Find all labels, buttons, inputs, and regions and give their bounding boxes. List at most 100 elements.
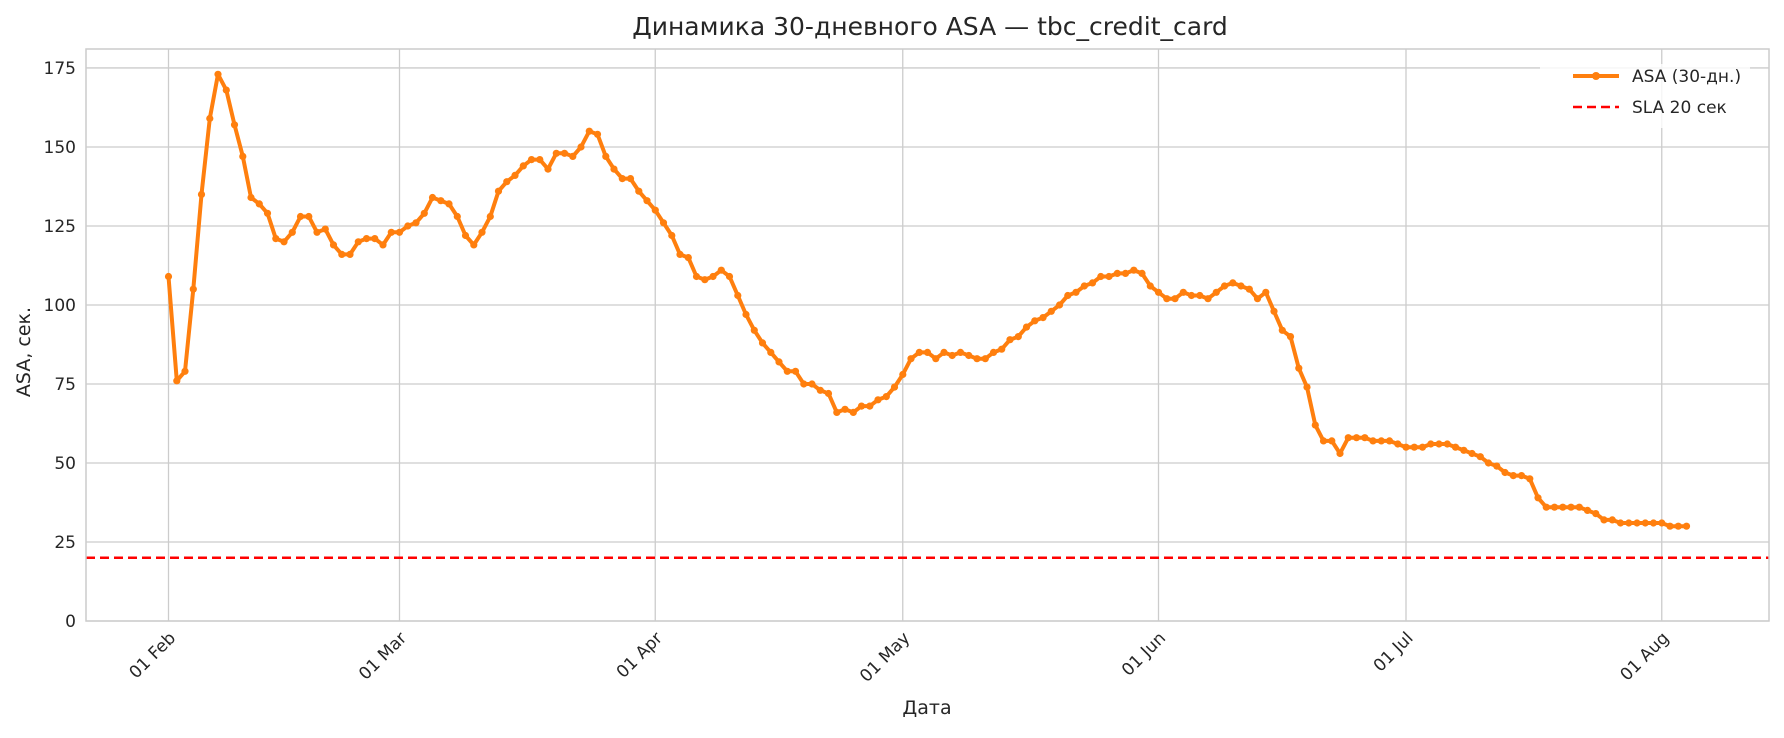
x-axis-title: Дата xyxy=(902,697,951,719)
chart-title: Динамика 30-дневного ASA — tbc_credit_ca… xyxy=(632,12,1228,41)
asa-data-point xyxy=(272,235,280,243)
asa-data-point xyxy=(1385,437,1394,445)
asa-data-point xyxy=(206,114,214,123)
asa-data-point xyxy=(280,238,288,246)
asa-data-point xyxy=(544,165,552,173)
asa-data-point xyxy=(1220,282,1229,290)
asa-data-point xyxy=(1468,449,1476,458)
series-layer xyxy=(86,70,1769,560)
asa-data-point xyxy=(791,367,800,375)
asa-data-point xyxy=(371,235,379,243)
asa-data-point xyxy=(263,209,272,217)
y-tick-label: 0 xyxy=(65,612,76,632)
asa-data-point xyxy=(461,231,470,240)
asa-data-point xyxy=(173,377,181,385)
asa-data-point xyxy=(362,235,371,243)
asa-data-point xyxy=(841,405,849,413)
asa-data-point xyxy=(1460,446,1468,454)
asa-data-point xyxy=(626,175,635,183)
asa-data-point xyxy=(602,152,610,160)
legend-marker-asa xyxy=(1592,72,1600,80)
asa-data-point xyxy=(668,231,676,240)
asa-data-point xyxy=(1286,333,1295,341)
asa-data-point xyxy=(866,402,874,410)
asa-data-point xyxy=(1319,437,1328,445)
asa-data-point xyxy=(1501,468,1509,477)
asa-data-point xyxy=(1105,272,1113,281)
asa-data-point xyxy=(1517,472,1526,480)
y-tick-label: 50 xyxy=(54,454,76,474)
asa-data-point xyxy=(255,200,263,208)
asa-data-point xyxy=(1534,494,1542,502)
asa-data-point xyxy=(1361,434,1369,442)
asa-data-point xyxy=(1559,503,1567,511)
asa-data-point xyxy=(882,393,890,401)
asa-data-point xyxy=(1402,443,1410,451)
asa-data-point xyxy=(1237,282,1245,290)
asa-data-point xyxy=(1006,336,1014,344)
asa-data-point xyxy=(1633,519,1641,527)
asa-data-point xyxy=(1550,503,1559,511)
asa-data-point xyxy=(1427,440,1435,448)
asa-data-point xyxy=(593,130,602,138)
asa-data-point xyxy=(1055,301,1064,309)
asa-data-point xyxy=(989,348,998,356)
asa-data-point xyxy=(1204,295,1212,303)
asa-data-point xyxy=(758,339,767,347)
asa-data-point xyxy=(1658,519,1666,527)
asa-data-point xyxy=(1509,472,1517,480)
asa-data-point xyxy=(585,127,593,135)
asa-data-point xyxy=(1311,421,1319,429)
legend: ASA (30-дн.) SLA 20 сек xyxy=(1540,64,1750,128)
asa-data-point xyxy=(618,175,626,183)
asa-data-point xyxy=(197,190,206,198)
asa-data-point xyxy=(1344,434,1352,442)
asa-data-point xyxy=(890,383,899,391)
asa-data-point xyxy=(684,254,692,262)
asa-data-point xyxy=(1600,516,1608,524)
asa-data-point xyxy=(296,212,305,221)
asa-data-point xyxy=(1212,288,1220,296)
x-tick-label: 01 May xyxy=(856,628,914,686)
asa-data-point xyxy=(1097,272,1105,281)
asa-data-point xyxy=(1583,506,1592,514)
asa-data-point xyxy=(1352,434,1361,442)
asa-data-point xyxy=(1649,519,1658,527)
asa-data-point xyxy=(1608,516,1616,524)
asa-data-point xyxy=(1022,323,1031,331)
asa-data-point xyxy=(189,285,197,293)
asa-data-point xyxy=(1031,317,1039,325)
asa-data-point xyxy=(1328,437,1336,445)
asa-data-point xyxy=(445,200,453,208)
asa-data-point xyxy=(643,197,651,205)
y-axis-title: ASA, сек. xyxy=(13,307,35,397)
asa-series-line xyxy=(166,72,1687,529)
asa-data-point xyxy=(659,219,668,227)
asa-data-point xyxy=(1064,291,1072,300)
asa-data-point xyxy=(536,156,544,164)
asa-data-point xyxy=(395,228,404,236)
asa-data-point xyxy=(329,241,338,249)
asa-data-point xyxy=(956,348,965,356)
asa-data-point xyxy=(1493,462,1501,470)
asa-data-point xyxy=(965,351,973,360)
asa-data-point xyxy=(560,149,569,157)
asa-data-point xyxy=(404,222,412,230)
asa-data-point xyxy=(1146,282,1154,290)
asa-data-point xyxy=(783,367,791,375)
asa-data-point xyxy=(998,345,1006,353)
y-tick-label: 25 xyxy=(54,533,76,553)
asa-data-point xyxy=(222,86,230,94)
asa-data-point xyxy=(1163,295,1171,303)
asa-data-point xyxy=(420,209,428,217)
asa-data-point xyxy=(503,178,511,186)
asa-data-point xyxy=(973,355,981,363)
asa-data-point xyxy=(948,351,956,360)
x-tick-label: 01 Aug xyxy=(1617,628,1674,685)
asa-data-point xyxy=(1526,475,1534,483)
asa-data-point xyxy=(478,228,486,236)
legend-label-sla: SLA 20 сек xyxy=(1632,98,1727,118)
asa-data-point xyxy=(808,380,816,388)
asa-data-point xyxy=(1369,437,1377,445)
asa-data-point xyxy=(519,162,527,170)
